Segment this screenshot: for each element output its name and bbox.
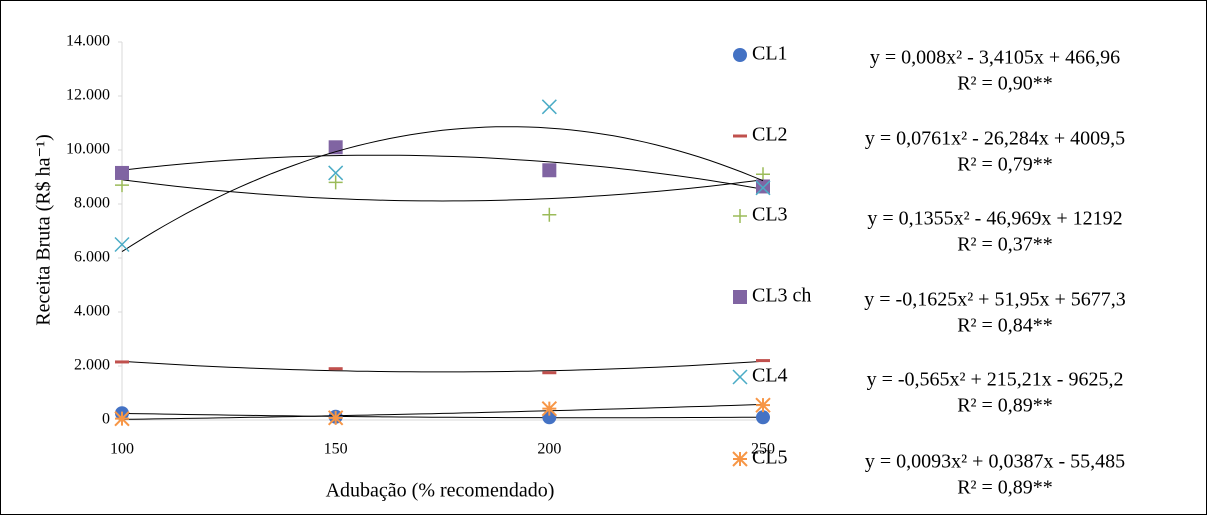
- equation: y = -0,565x² + 215,21x - 9625,2: [867, 369, 1124, 391]
- r-squared: R² = 0,37**: [957, 234, 1053, 256]
- point: [756, 167, 770, 182]
- point: [328, 165, 344, 181]
- point: [542, 207, 557, 222]
- point: [115, 165, 129, 180]
- point: [327, 410, 344, 426]
- y-tick-label: 10.000: [66, 141, 110, 158]
- r-squared: R² = 0,89**: [957, 477, 1053, 499]
- r-squared: R² = 0,90**: [957, 73, 1053, 95]
- x-axis-title: Adubação (% recomendado): [326, 480, 555, 502]
- trendline: [121, 360, 764, 373]
- point: [756, 410, 770, 425]
- x-tick-label: 200: [537, 441, 561, 458]
- y-axis-title: Receita Bruta (R$ ha⁻¹): [33, 134, 55, 325]
- point: [114, 236, 130, 253]
- equation: y = 0,0761x² - 26,284x + 4009,5: [865, 128, 1125, 150]
- legend-marker: [733, 48, 747, 62]
- point: [328, 175, 343, 190]
- equation: y = 0,1355x² - 46,969x + 12192: [867, 208, 1122, 230]
- trendline: [121, 126, 764, 253]
- equation: y = 0,0093x² + 0,0387x - 55,485: [865, 451, 1125, 473]
- equation: y = 0,008x² - 3,4105x + 466,96: [870, 47, 1120, 69]
- y-tick-label: 12.000: [66, 87, 110, 104]
- point: [541, 400, 558, 417]
- r-squared: R² = 0,84**: [957, 315, 1053, 337]
- point: [115, 178, 129, 193]
- y-tick-label: 6.000: [74, 249, 110, 266]
- point: [756, 179, 770, 194]
- legend-marker: [733, 209, 747, 223]
- trendline: [121, 403, 764, 420]
- legend-label: CL4: [752, 365, 788, 387]
- x-tick-label: 150: [324, 441, 348, 458]
- y-tick-label: 0: [102, 411, 110, 428]
- r-squared: R² = 0,89**: [957, 395, 1053, 417]
- trendline: [121, 179, 764, 202]
- point: [541, 99, 557, 115]
- legend-label: CL3: [752, 204, 788, 226]
- y-tick-label: 8.000: [74, 195, 110, 212]
- trendline: [121, 412, 763, 419]
- y-tick-label: 4.000: [74, 303, 110, 320]
- legend-marker: [733, 290, 747, 304]
- legend-label: CL5: [752, 447, 788, 469]
- y-tick-label: 14.000: [66, 33, 110, 50]
- y-tick-label: 2.000: [74, 357, 110, 374]
- legend-label: CL2: [752, 124, 788, 146]
- point: [542, 410, 557, 425]
- legend-label: CL1: [752, 43, 788, 65]
- legend-marker: [732, 369, 748, 385]
- legend-label: CL3 ch: [752, 285, 811, 307]
- point: [542, 163, 557, 178]
- point: [755, 180, 771, 196]
- trendline: [121, 154, 764, 190]
- equation: y = -0,1625x² + 51,95x + 5677,3: [864, 289, 1126, 311]
- point: [755, 397, 771, 413]
- x-tick-label: 250: [751, 441, 775, 458]
- point: [114, 410, 130, 427]
- legend-marker: [732, 451, 748, 467]
- r-squared: R² = 0,79**: [957, 154, 1053, 176]
- x-tick-label: 100: [110, 441, 134, 458]
